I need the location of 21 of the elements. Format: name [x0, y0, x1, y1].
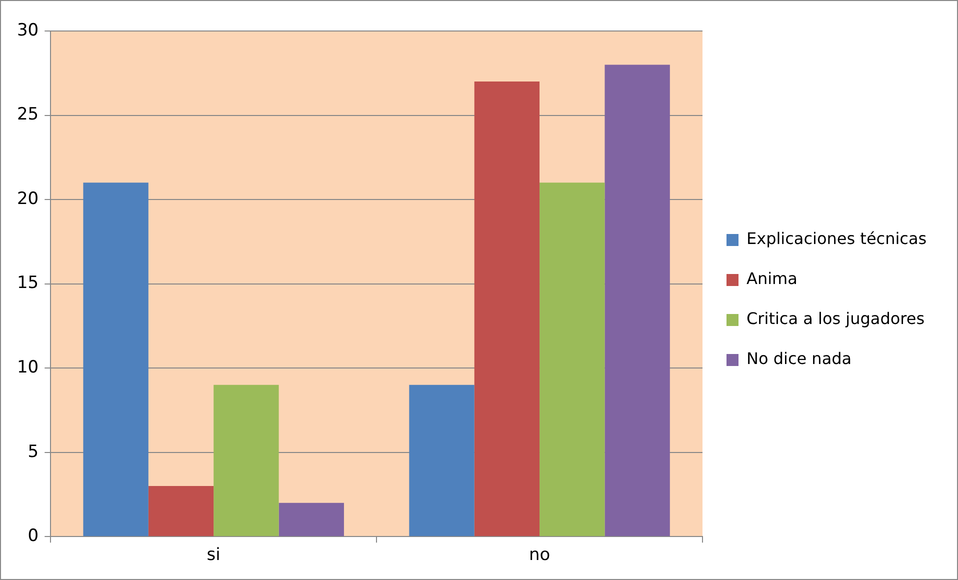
x-tick-label: no — [528, 545, 550, 566]
y-tick-label: 30 — [16, 20, 39, 40]
y-tick-label: 5 — [28, 442, 39, 462]
bar — [474, 82, 540, 536]
legend-label: No dice nada — [746, 349, 852, 368]
bar — [278, 502, 344, 536]
bar — [409, 384, 474, 536]
bar — [83, 182, 148, 536]
y-tick-label: 10 — [16, 357, 39, 378]
x-tick-label: si — [206, 545, 220, 566]
y-tick-label: 15 — [16, 273, 39, 294]
bar — [540, 182, 605, 536]
bar — [148, 486, 214, 536]
legend-label: Critica a los jugadores — [746, 309, 925, 328]
legend-label: Anima — [746, 269, 798, 288]
y-tick-label: 25 — [16, 104, 39, 125]
legend-label: Explicaciones técnicas — [746, 229, 927, 248]
y-tick-label: 0 — [28, 526, 39, 546]
bar — [214, 384, 279, 536]
y-tick-label: 20 — [16, 188, 39, 209]
bar — [604, 64, 670, 536]
